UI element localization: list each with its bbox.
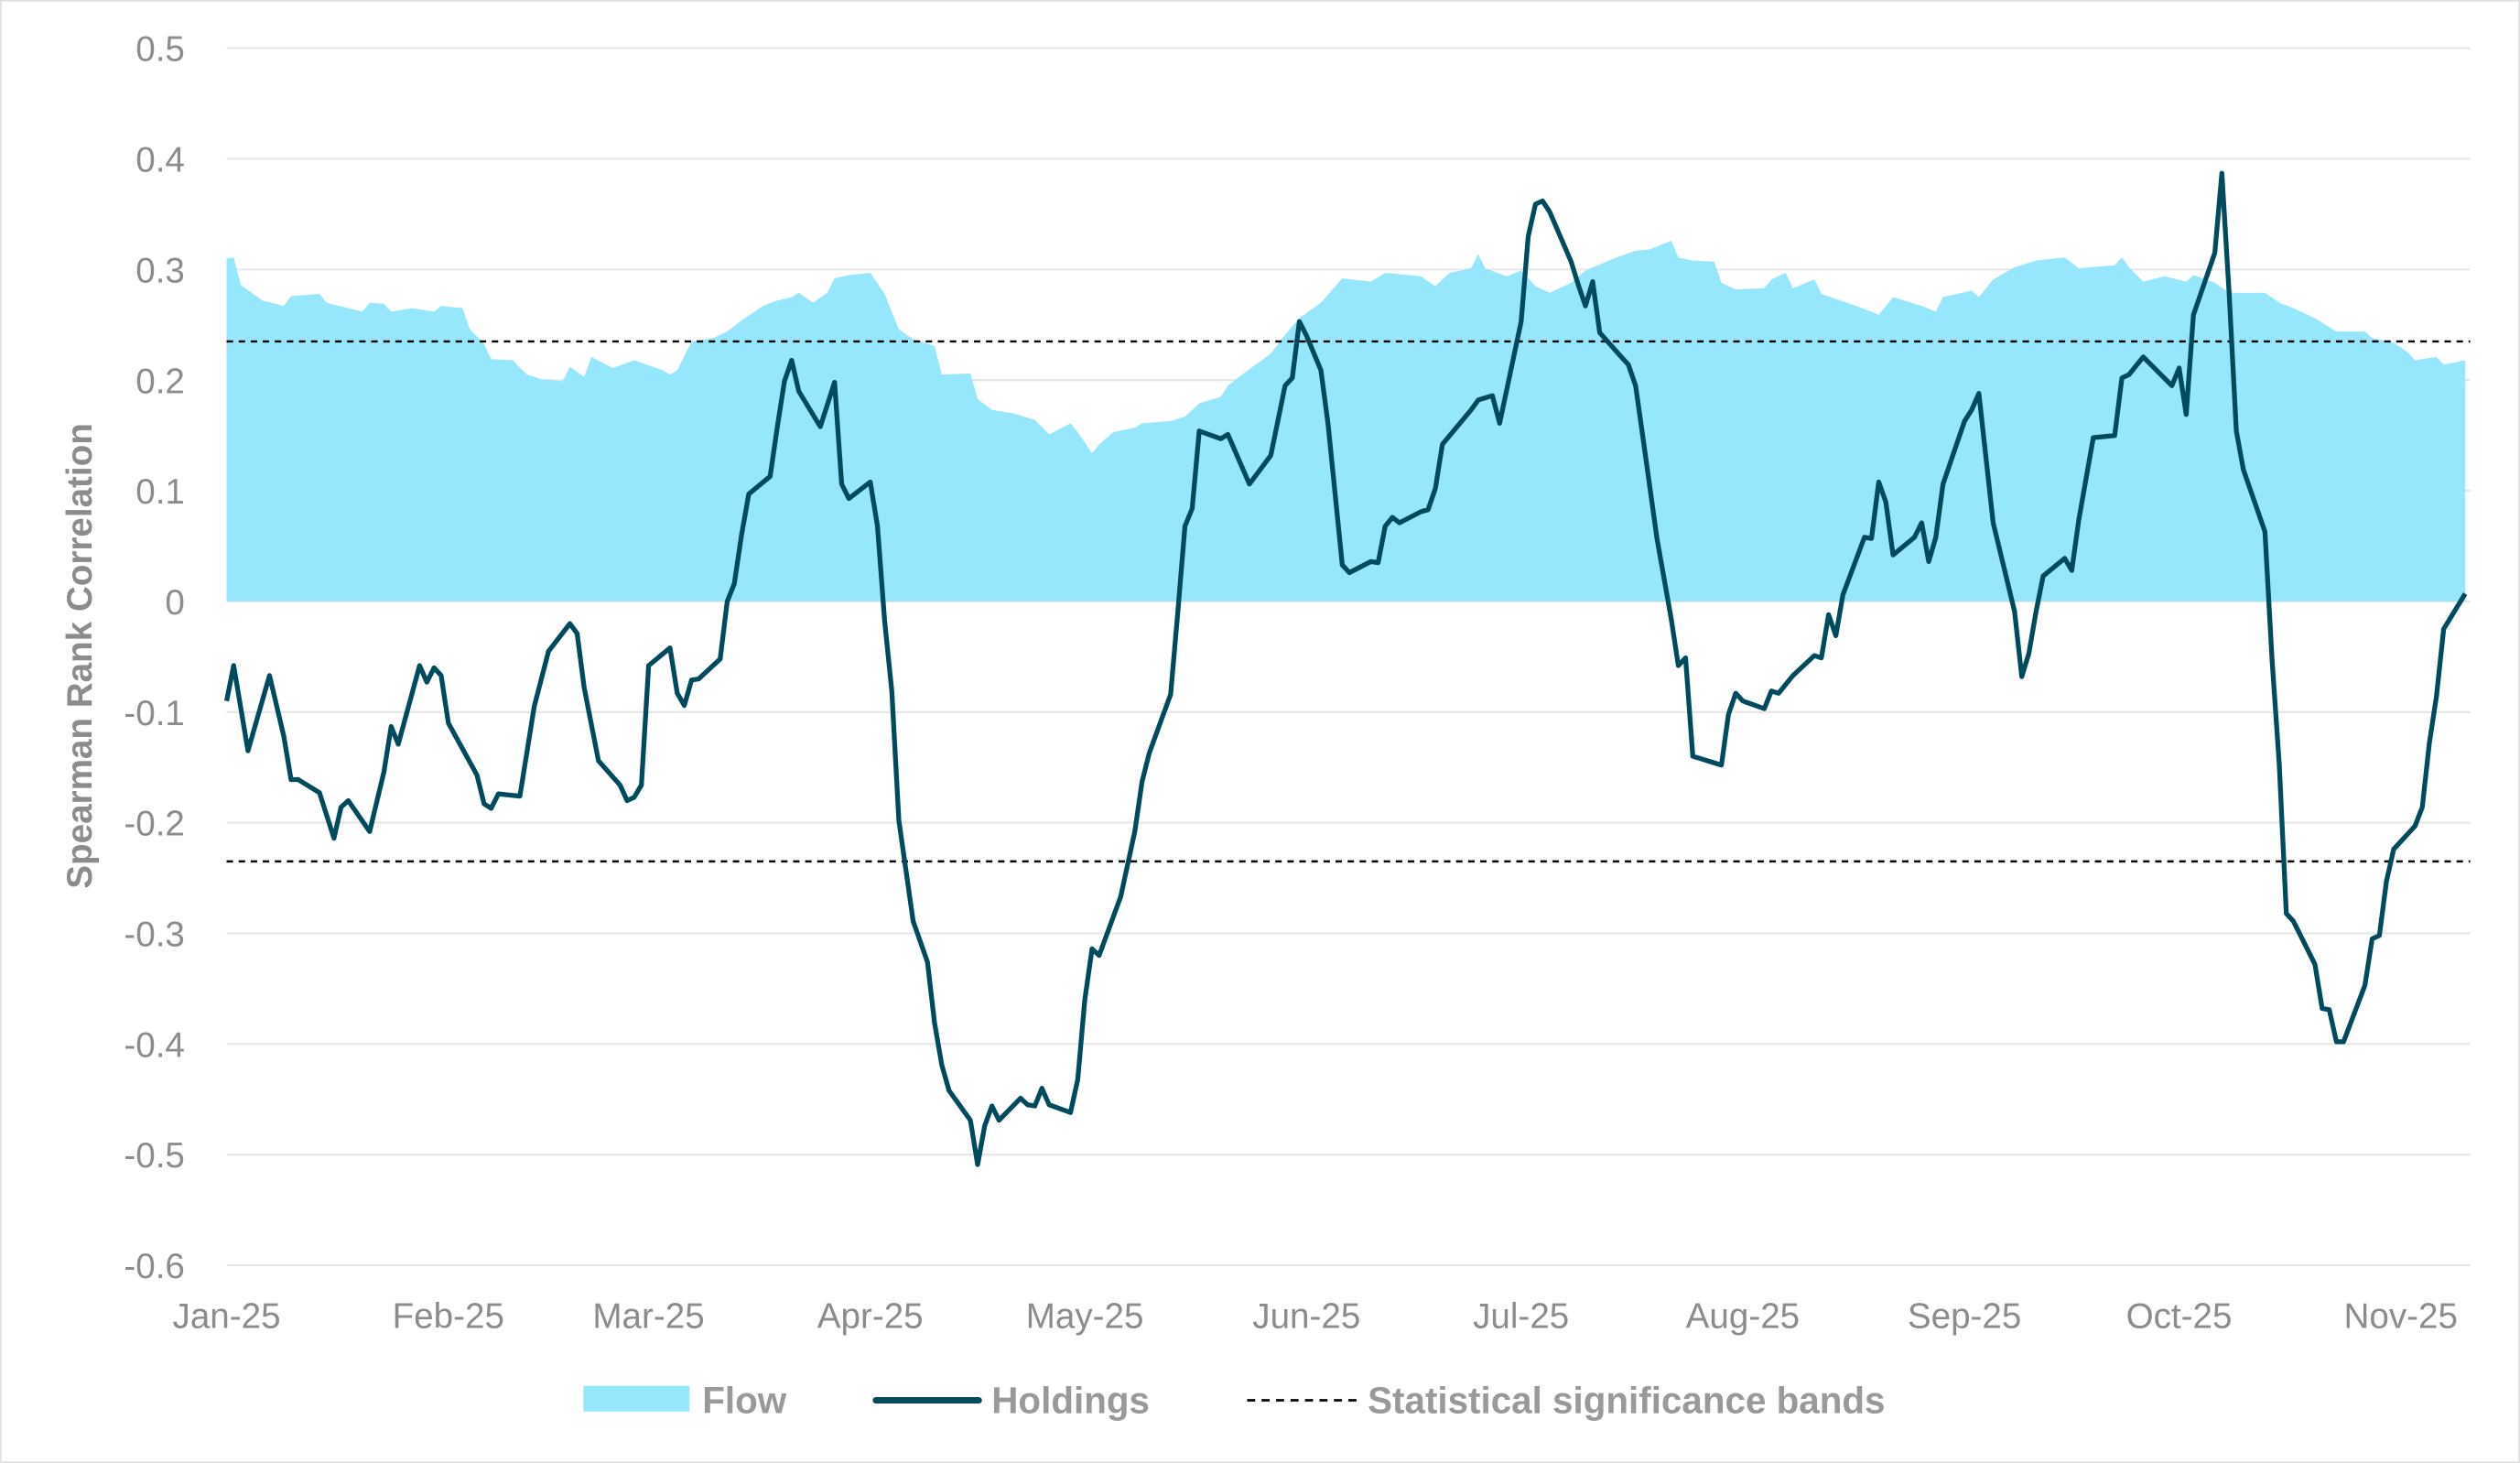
- x-tick-label: Sep-25: [1908, 1296, 2022, 1336]
- legend-bands-label: Statistical significance bands: [1368, 1380, 1885, 1422]
- x-tick-label: May-25: [1026, 1296, 1144, 1336]
- y-tick-label: -0.1: [124, 694, 185, 733]
- x-tick-label: Feb-25: [393, 1296, 504, 1336]
- x-tick-label: Nov-25: [2343, 1296, 2457, 1336]
- x-tick-label: Jun-25: [1252, 1296, 1360, 1336]
- y-tick-label: -0.3: [124, 916, 185, 955]
- legend: Flow Holdings Statistical significance b…: [583, 1380, 1886, 1422]
- flow-area-series: [226, 240, 2466, 601]
- x-tick-label: Aug-25: [1686, 1296, 1801, 1336]
- x-tick-label: Jan-25: [173, 1296, 281, 1336]
- x-axis-ticks: Jan-25 Feb-25 Mar-25 Apr-25 May-25 Jun-25 Jul-…: [173, 1296, 2458, 1336]
- y-tick-label: -0.5: [124, 1136, 185, 1176]
- x-tick-label: Apr-25: [817, 1296, 924, 1336]
- legend-holdings-label: Holdings: [991, 1380, 1150, 1422]
- significance-bands: [226, 340, 2471, 863]
- x-tick-label: Mar-25: [592, 1296, 704, 1336]
- y-tick-label: -0.2: [124, 805, 185, 844]
- x-tick-label: Jul-25: [1473, 1296, 1569, 1336]
- holdings-line-series: [223, 170, 2468, 1167]
- x-tick-label: Oct-25: [2126, 1296, 2233, 1336]
- y-tick-label: 0.2: [135, 362, 185, 401]
- y-tick-label: 0: [165, 583, 184, 623]
- y-axis-ticks: 0.5 0.4 0.3 0.2 0.1 0 -0.1 -0.2 -0.3 -0.4 -0.5 -0.6: [124, 30, 185, 1286]
- legend-flow-label: Flow: [702, 1380, 787, 1422]
- y-tick-label: 0.1: [135, 472, 185, 512]
- y-tick-label: 0.5: [135, 30, 185, 70]
- y-tick-label: 0.4: [135, 141, 185, 180]
- y-tick-label: 0.3: [135, 251, 185, 290]
- y-tick-label: -0.4: [124, 1025, 185, 1065]
- legend-flow-swatch: [583, 1385, 690, 1412]
- y-tick-label: -0.6: [124, 1247, 185, 1286]
- y-axis-label: Spearman Rank Correlation: [60, 423, 100, 889]
